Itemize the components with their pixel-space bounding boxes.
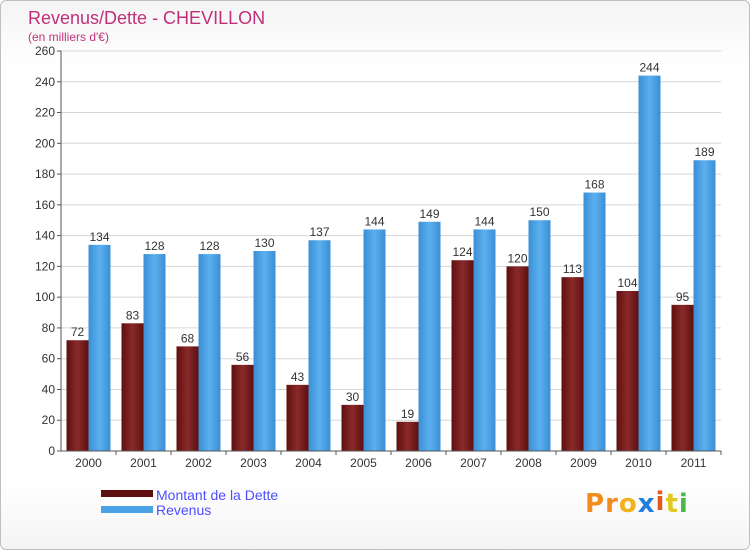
bar-revenus (638, 75, 661, 451)
data-label: 149 (419, 207, 439, 221)
data-label: 95 (676, 290, 690, 304)
data-label: 83 (126, 308, 140, 322)
data-label: 168 (584, 178, 604, 192)
y-tick-label: 160 (35, 198, 55, 212)
y-tick-label: 60 (42, 352, 56, 366)
y-tick-label: 40 (42, 382, 56, 396)
bar-debt (286, 384, 309, 451)
data-label: 189 (694, 145, 714, 159)
data-label: 150 (529, 205, 549, 219)
bar-debt (616, 291, 639, 451)
legend-label-debt: Montant de la Dette (156, 487, 278, 503)
legend: Montant de la Dette Revenus (101, 487, 278, 518)
data-label: 128 (199, 239, 219, 253)
bar-debt (451, 260, 474, 451)
y-tick-label: 100 (35, 290, 55, 304)
y-tick-label: 240 (35, 75, 55, 89)
chart-title: Revenus/Dette - CHEVILLON (28, 8, 265, 28)
y-tick-label: 80 (42, 321, 56, 335)
data-label: 144 (474, 214, 494, 228)
bar-revenus (143, 254, 166, 451)
x-tick-label: 2000 (75, 456, 102, 470)
x-tick-label: 2005 (350, 456, 377, 470)
data-label: 43 (291, 370, 305, 384)
axes: 0 20 40 60 80 100 120 140 160 180 200 220 240 260 2000… (35, 44, 722, 470)
legend-swatch-revenus (101, 506, 153, 513)
bar-revenus (198, 254, 221, 451)
x-tick-label: 2011 (681, 456, 707, 470)
bar-revenus (473, 229, 496, 451)
bar-debt (561, 277, 584, 451)
chart-subtitle: (en milliers d'€) (28, 30, 109, 44)
logo-letter: r (605, 489, 619, 519)
y-tick-label: 120 (35, 259, 55, 273)
y-tick-label: 200 (35, 136, 55, 150)
data-label: 104 (617, 276, 637, 290)
x-tick-label: 2007 (460, 456, 487, 470)
legend-swatch-debt (101, 490, 153, 497)
bar-revenus (363, 229, 386, 451)
y-tick-label: 220 (35, 106, 55, 120)
x-tick-label: 2009 (570, 456, 597, 470)
bar-debt (671, 304, 694, 451)
data-label: 128 (144, 239, 164, 253)
data-label: 137 (309, 225, 329, 239)
x-tick-label: 2001 (130, 456, 157, 470)
logo-letter: i (655, 487, 666, 517)
bars: 72 134 83 128 68 128 56 130 43 137 30 144 19 149 124 14… (66, 61, 716, 452)
bar-revenus (308, 240, 331, 451)
bar-debt (396, 421, 419, 451)
data-label: 244 (639, 61, 659, 75)
bar-debt (176, 346, 199, 451)
y-tick-label: 20 (42, 413, 56, 427)
data-label: 134 (89, 230, 109, 244)
bar-revenus (253, 251, 276, 451)
data-label: 120 (507, 251, 527, 265)
data-label: 124 (452, 245, 472, 259)
data-label: 130 (254, 236, 274, 250)
x-tick-label: 2002 (185, 456, 212, 470)
y-tick-label: 140 (35, 229, 55, 243)
logo-letter: P (585, 489, 606, 519)
logo-letter: x (637, 489, 656, 519)
legend-label-revenus: Revenus (156, 502, 211, 518)
bar-revenus (693, 160, 716, 451)
y-tick-label: 260 (35, 44, 55, 58)
data-label: 56 (236, 350, 250, 364)
x-tick-label: 2003 (240, 456, 267, 470)
logo-letter: i (678, 489, 689, 519)
bar-revenus (583, 192, 606, 452)
bar-revenus (88, 244, 111, 451)
data-label: 19 (401, 407, 415, 421)
bar-debt (66, 340, 89, 451)
data-label: 144 (364, 214, 384, 228)
logo-letter: o (618, 489, 638, 519)
data-label: 72 (71, 325, 85, 339)
data-label: 68 (181, 331, 195, 345)
bar-revenus (418, 221, 441, 451)
data-label: 30 (346, 390, 360, 404)
bar-revenus (528, 220, 551, 451)
bar-debt (231, 364, 254, 451)
x-tick-label: 2010 (625, 456, 652, 470)
y-tick-label: 180 (35, 167, 55, 181)
y-tick-label: 0 (48, 444, 55, 458)
x-tick-label: 2006 (405, 456, 432, 470)
bar-debt (341, 404, 364, 451)
data-label: 113 (563, 262, 582, 276)
proxiti-logo: Proxiti (585, 487, 689, 521)
x-tick-label: 2008 (515, 456, 542, 470)
grid (61, 50, 721, 421)
x-tick-label: 2004 (295, 456, 322, 470)
logo-letter: t (665, 489, 679, 519)
bar-debt (121, 323, 144, 451)
bar-debt (506, 266, 529, 451)
